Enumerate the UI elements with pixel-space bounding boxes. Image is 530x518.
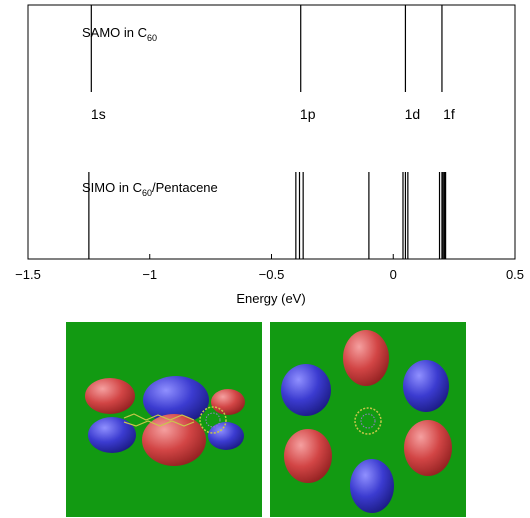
spectrum-lines [88,5,447,259]
annotation-1s: 1s [91,106,106,122]
x-axis-label: Energy (eV) [236,291,305,306]
x-axis-ticks: −1.5 −1 −0.5 0 0.5 [15,254,524,282]
annotation-1p: 1p [300,106,316,122]
level-annotations: 1s 1p 1d 1f [91,106,455,122]
svg-text:SIMO in C60/Pentacene: SIMO in C60/Pentacene [82,180,218,198]
orbital-image-right [270,322,466,517]
series-label-simo-main: SIMO in C [82,180,142,195]
series-label-simo: SIMO in C60/Pentacene [82,180,218,198]
x-tick-label-1: −1 [142,267,157,282]
orbital-isosurface-c60-pentacene-icon [66,322,262,517]
series-label-simo-suffix: /Pentacene [152,180,218,195]
x-tick-label-0: −1.5 [15,267,41,282]
series-label-samo: SAMO in C60 [82,25,157,43]
annotation-1d: 1d [405,106,421,122]
orbital-isosurface-c60-icon [270,322,466,517]
annotation-1f: 1f [443,106,455,122]
series-label-simo-sub: 60 [142,188,152,198]
orbital-image-left [66,322,262,517]
svg-text:SAMO in C60: SAMO in C60 [82,25,157,43]
x-tick-label-3: 0 [390,267,397,282]
series-label-samo-sub: 60 [147,33,157,43]
energy-spectrum-chart: −1.5 −1 −0.5 0 0.5 SAMO in C60 SIMO in C60/P… [15,4,524,306]
x-tick-label-4: 0.5 [506,267,524,282]
series-label-samo-main: SAMO in C [82,25,147,40]
x-tick-label-2: −0.5 [259,267,285,282]
